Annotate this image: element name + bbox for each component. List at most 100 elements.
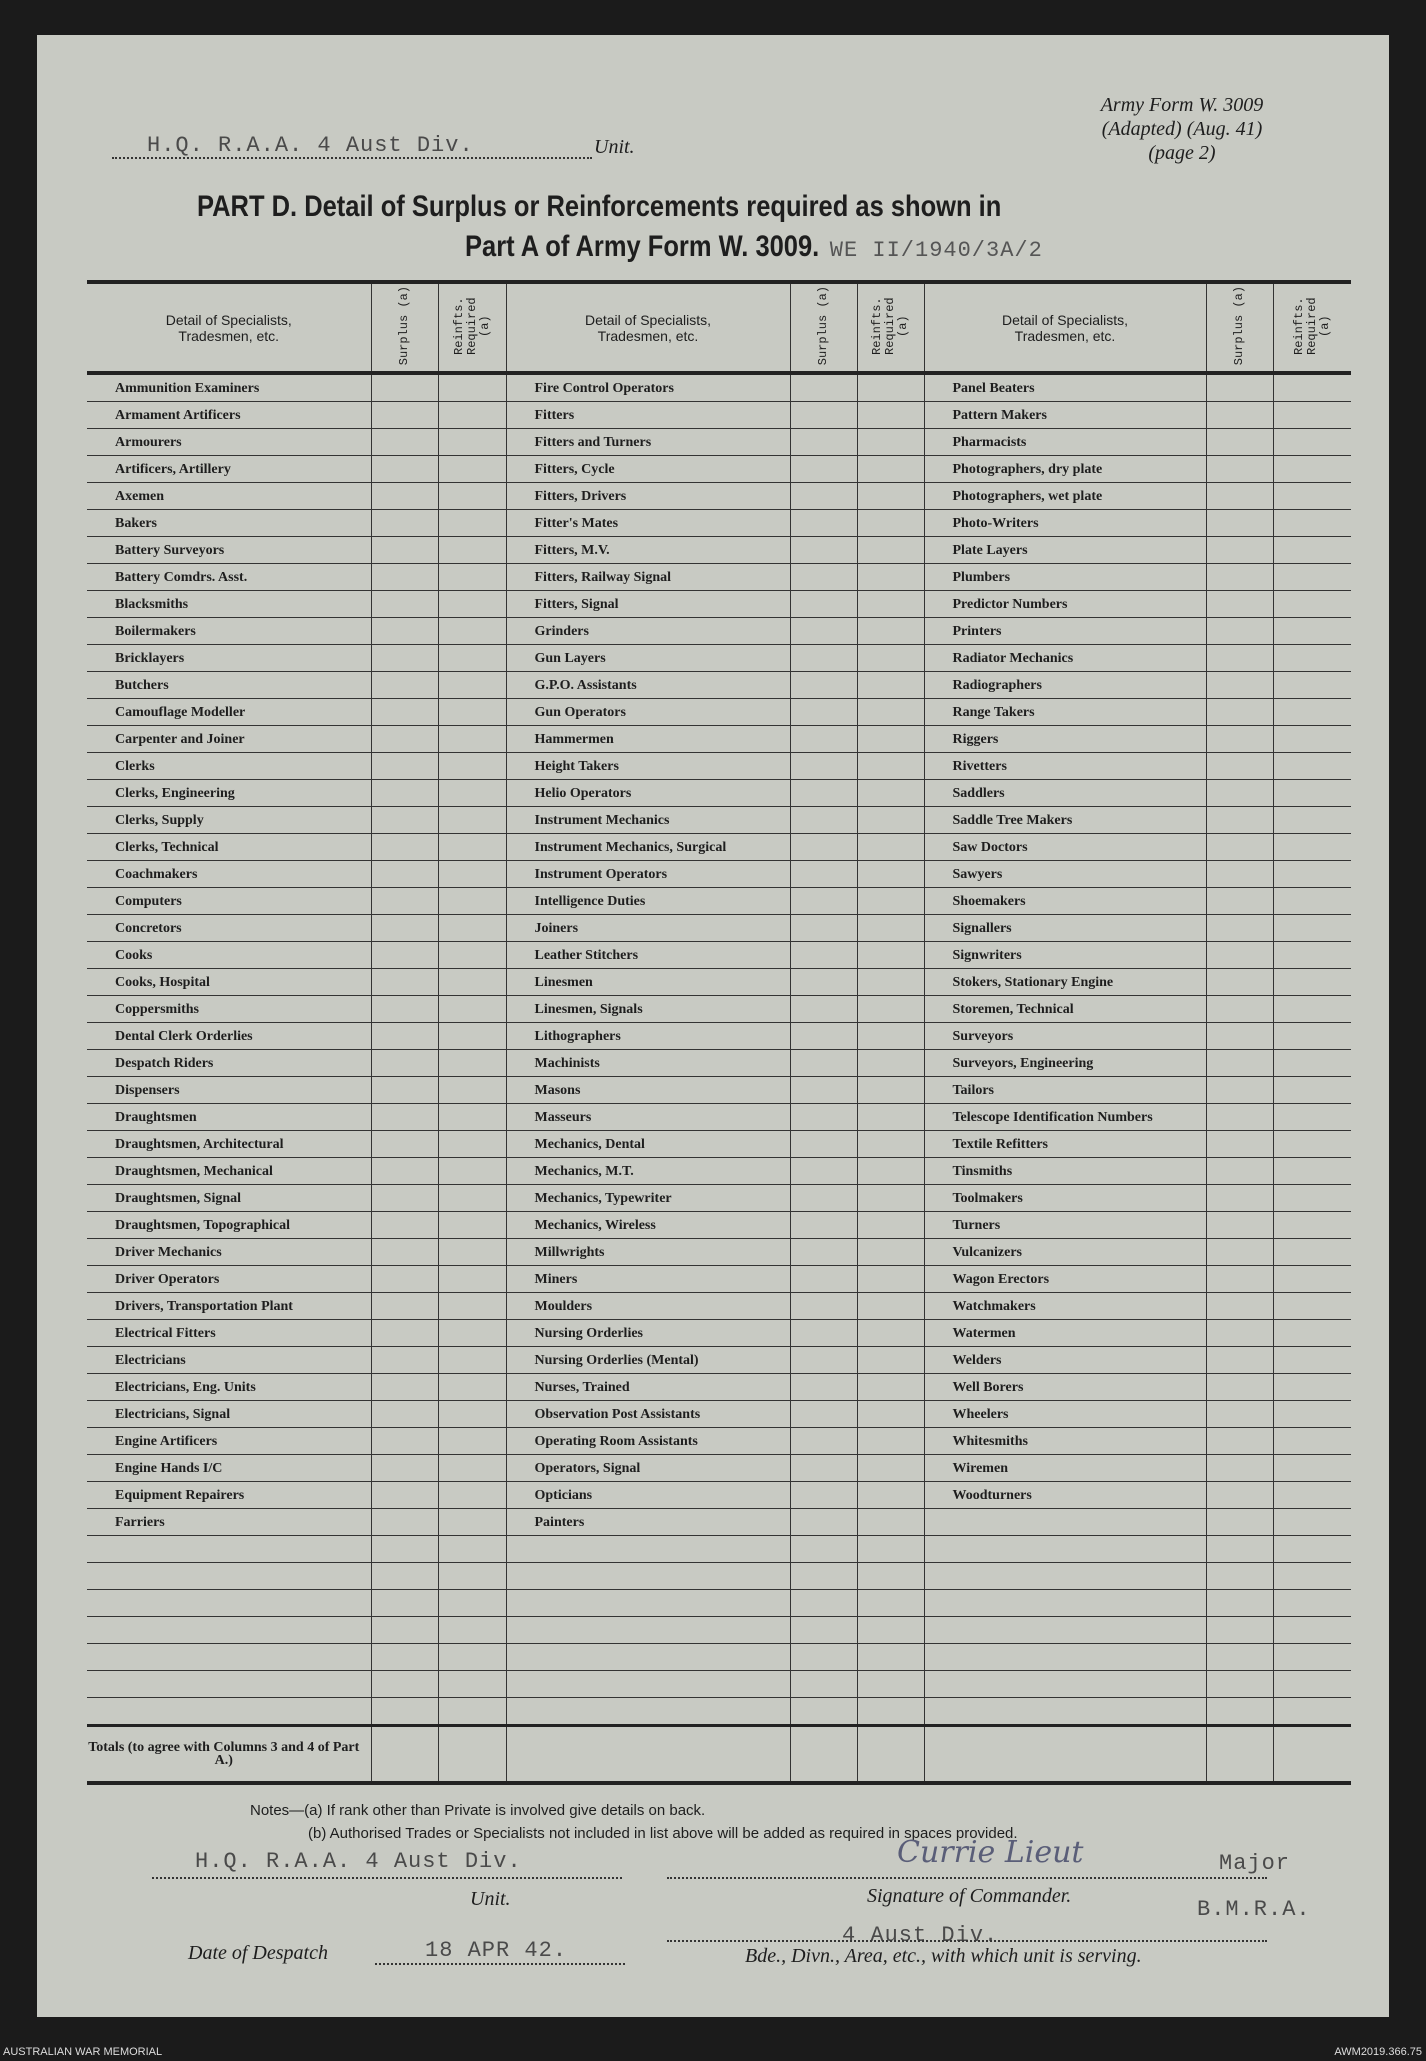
reinforcements-cell[interactable] bbox=[437, 373, 506, 402]
reinforcements-cell[interactable] bbox=[856, 1508, 924, 1536]
surplus-cell[interactable] bbox=[370, 1454, 438, 1482]
reinforcements-cell[interactable] bbox=[437, 1157, 506, 1185]
surplus-cell[interactable] bbox=[370, 1670, 438, 1698]
surplus-cell[interactable] bbox=[789, 1508, 857, 1536]
reinforcements-cell[interactable] bbox=[856, 1427, 924, 1455]
reinforcements-cell[interactable] bbox=[1272, 1130, 1351, 1158]
surplus-cell[interactable] bbox=[789, 941, 857, 969]
surplus-cell[interactable] bbox=[370, 1697, 438, 1726]
reinforcements-cell[interactable] bbox=[1272, 373, 1351, 402]
reinforcements-cell[interactable] bbox=[437, 1454, 506, 1482]
reinforcements-cell[interactable] bbox=[856, 1697, 924, 1726]
reinforcements-cell[interactable] bbox=[437, 1238, 506, 1266]
surplus-cell[interactable] bbox=[1205, 1184, 1273, 1212]
surplus-cell[interactable] bbox=[1205, 1562, 1273, 1590]
surplus-cell[interactable] bbox=[1205, 1049, 1273, 1077]
totals-cell[interactable] bbox=[1205, 1724, 1273, 1785]
reinforcements-cell[interactable] bbox=[1272, 1670, 1351, 1698]
reinforcements-cell[interactable] bbox=[856, 1562, 924, 1590]
surplus-cell[interactable] bbox=[789, 1157, 857, 1185]
surplus-cell[interactable] bbox=[1205, 725, 1273, 753]
reinforcements-cell[interactable] bbox=[1272, 1373, 1351, 1401]
surplus-cell[interactable] bbox=[789, 887, 857, 915]
reinforcements-cell[interactable] bbox=[856, 482, 924, 510]
surplus-cell[interactable] bbox=[1205, 1481, 1273, 1509]
reinforcements-cell[interactable] bbox=[1272, 725, 1351, 753]
reinforcements-cell[interactable] bbox=[856, 455, 924, 483]
reinforcements-cell[interactable] bbox=[1272, 1400, 1351, 1428]
reinforcements-cell[interactable] bbox=[1272, 536, 1351, 564]
surplus-cell[interactable] bbox=[1205, 1346, 1273, 1374]
surplus-cell[interactable] bbox=[789, 644, 857, 672]
reinforcements-cell[interactable] bbox=[856, 995, 924, 1023]
reinforcements-cell[interactable] bbox=[1272, 698, 1351, 726]
reinforcements-cell[interactable] bbox=[437, 1292, 506, 1320]
surplus-cell[interactable] bbox=[370, 1022, 438, 1050]
reinforcements-cell[interactable] bbox=[856, 428, 924, 456]
reinforcements-cell[interactable] bbox=[437, 509, 506, 537]
reinforcements-cell[interactable] bbox=[437, 1562, 506, 1590]
reinforcements-cell[interactable] bbox=[437, 779, 506, 807]
surplus-cell[interactable] bbox=[370, 1265, 438, 1293]
surplus-cell[interactable] bbox=[789, 1697, 857, 1726]
surplus-cell[interactable] bbox=[1205, 1616, 1273, 1644]
reinforcements-cell[interactable] bbox=[437, 860, 506, 888]
surplus-cell[interactable] bbox=[789, 806, 857, 834]
surplus-cell[interactable] bbox=[370, 968, 438, 996]
reinforcements-cell[interactable] bbox=[1272, 887, 1351, 915]
surplus-cell[interactable] bbox=[1205, 1643, 1273, 1671]
reinforcements-cell[interactable] bbox=[856, 725, 924, 753]
reinforcements-cell[interactable] bbox=[437, 1022, 506, 1050]
surplus-cell[interactable] bbox=[370, 617, 438, 645]
reinforcements-cell[interactable] bbox=[1272, 1508, 1351, 1536]
surplus-cell[interactable] bbox=[370, 1589, 438, 1617]
surplus-cell[interactable] bbox=[1205, 536, 1273, 564]
reinforcements-cell[interactable] bbox=[1272, 1481, 1351, 1509]
surplus-cell[interactable] bbox=[370, 1184, 438, 1212]
reinforcements-cell[interactable] bbox=[437, 1616, 506, 1644]
reinforcements-cell[interactable] bbox=[856, 698, 924, 726]
reinforcements-cell[interactable] bbox=[856, 1319, 924, 1347]
reinforcements-cell[interactable] bbox=[437, 752, 506, 780]
surplus-cell[interactable] bbox=[789, 1211, 857, 1239]
reinforcements-cell[interactable] bbox=[437, 887, 506, 915]
reinforcements-cell[interactable] bbox=[437, 1130, 506, 1158]
reinforcements-cell[interactable] bbox=[437, 590, 506, 618]
surplus-cell[interactable] bbox=[789, 1346, 857, 1374]
reinforcements-cell[interactable] bbox=[437, 914, 506, 942]
surplus-cell[interactable] bbox=[1205, 941, 1273, 969]
surplus-cell[interactable] bbox=[789, 1562, 857, 1590]
surplus-cell[interactable] bbox=[1205, 1130, 1273, 1158]
surplus-cell[interactable] bbox=[1205, 373, 1273, 402]
reinforcements-cell[interactable] bbox=[437, 428, 506, 456]
reinforcements-cell[interactable] bbox=[856, 509, 924, 537]
surplus-cell[interactable] bbox=[789, 725, 857, 753]
reinforcements-cell[interactable] bbox=[856, 617, 924, 645]
surplus-cell[interactable] bbox=[370, 752, 438, 780]
reinforcements-cell[interactable] bbox=[856, 968, 924, 996]
reinforcements-cell[interactable] bbox=[856, 1454, 924, 1482]
reinforcements-cell[interactable] bbox=[437, 1076, 506, 1104]
reinforcements-cell[interactable] bbox=[856, 833, 924, 861]
reinforcements-cell[interactable] bbox=[437, 1319, 506, 1347]
reinforcements-cell[interactable] bbox=[437, 1184, 506, 1212]
reinforcements-cell[interactable] bbox=[437, 401, 506, 429]
surplus-cell[interactable] bbox=[789, 1292, 857, 1320]
surplus-cell[interactable] bbox=[789, 1238, 857, 1266]
reinforcements-cell[interactable] bbox=[1272, 1157, 1351, 1185]
reinforcements-cell[interactable] bbox=[1272, 1238, 1351, 1266]
reinforcements-cell[interactable] bbox=[1272, 1616, 1351, 1644]
totals-cell[interactable] bbox=[856, 1724, 924, 1785]
reinforcements-cell[interactable] bbox=[856, 1265, 924, 1293]
surplus-cell[interactable] bbox=[370, 1076, 438, 1104]
surplus-cell[interactable] bbox=[1205, 1697, 1273, 1726]
surplus-cell[interactable] bbox=[370, 563, 438, 591]
surplus-cell[interactable] bbox=[789, 455, 857, 483]
reinforcements-cell[interactable] bbox=[856, 1076, 924, 1104]
reinforcements-cell[interactable] bbox=[437, 1589, 506, 1617]
reinforcements-cell[interactable] bbox=[437, 833, 506, 861]
totals-cell[interactable] bbox=[437, 1724, 506, 1785]
surplus-cell[interactable] bbox=[370, 590, 438, 618]
reinforcements-cell[interactable] bbox=[1272, 779, 1351, 807]
surplus-cell[interactable] bbox=[789, 1373, 857, 1401]
